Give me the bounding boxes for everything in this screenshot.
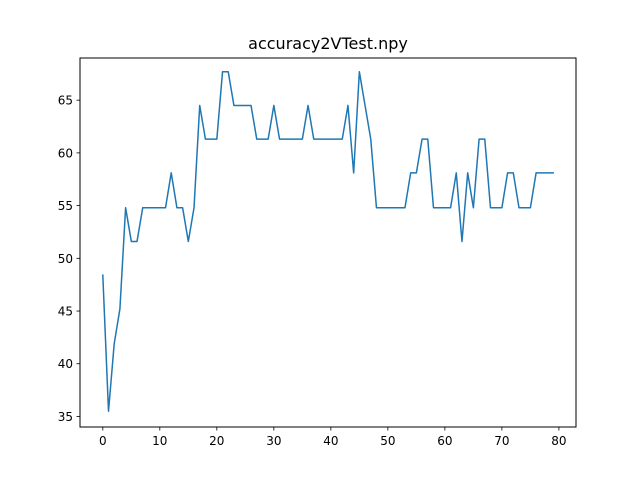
x-tick-label: 60 bbox=[437, 434, 452, 448]
x-tick-label: 20 bbox=[209, 434, 224, 448]
x-tick-label: 80 bbox=[551, 434, 566, 448]
x-tick-label: 10 bbox=[152, 434, 167, 448]
x-tick-label: 40 bbox=[323, 434, 338, 448]
axes-frame bbox=[79, 57, 577, 428]
y-tick-label: 35 bbox=[58, 410, 73, 424]
y-tick-label: 55 bbox=[58, 199, 73, 213]
x-tick-label: 0 bbox=[99, 434, 107, 448]
y-tick-label: 40 bbox=[58, 357, 73, 371]
y-tick-label: 45 bbox=[58, 305, 73, 319]
y-tick-label: 50 bbox=[58, 252, 73, 266]
x-tick-label: 30 bbox=[266, 434, 281, 448]
x-tick-label: 70 bbox=[494, 434, 509, 448]
y-tick-label: 60 bbox=[58, 146, 73, 160]
plot-layer: 0 10 20 30 40 50 60 70 80 35 40 45 50 55 60 65 bbox=[58, 70, 567, 448]
chart-title: accuracy2VTest.npy bbox=[248, 34, 408, 53]
series-line bbox=[102, 70, 554, 412]
y-tick-label: 65 bbox=[58, 94, 73, 108]
x-tick-label: 50 bbox=[380, 434, 395, 448]
